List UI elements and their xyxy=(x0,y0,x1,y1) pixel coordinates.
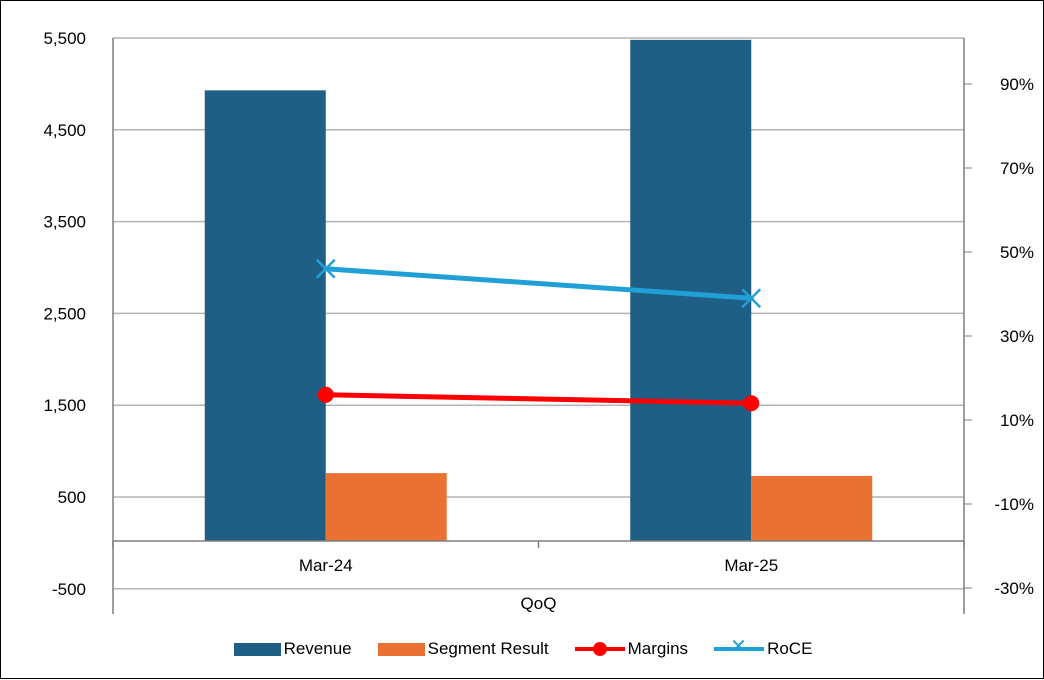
y-left-tick-label: 2,500 xyxy=(43,304,86,323)
point-margins xyxy=(743,395,760,412)
y-left-tick-label: 5,500 xyxy=(43,29,86,48)
bar-series xyxy=(204,39,873,542)
y-left-tick-label: 1,500 xyxy=(43,396,86,415)
y-right-tick-label: 70% xyxy=(1000,159,1034,178)
bar-revenue-mar-24 xyxy=(204,90,326,542)
y-left-tick-label: 4,500 xyxy=(43,121,86,140)
legend-swatch-roce: ✕ xyxy=(714,637,765,657)
y-left-tick-label: 3,500 xyxy=(43,213,86,232)
x-axis-title: QoQ xyxy=(521,594,557,613)
y-right-tick-label: 90% xyxy=(1000,75,1034,94)
legend-item-revenue: Revenue xyxy=(233,639,352,659)
legend-label-margins: Margins xyxy=(627,639,689,658)
y-right-tick-label: -30% xyxy=(994,579,1034,598)
legend-label-roce: RoCE xyxy=(767,639,813,658)
y-right-tick-label: -10% xyxy=(994,495,1034,514)
circle-marker-icon xyxy=(592,642,607,656)
legend-label-segment-result: Segment Result xyxy=(427,639,549,658)
line-series xyxy=(315,258,762,412)
y-left-tick-label: -500 xyxy=(52,580,86,599)
legend-item-roce: ✕ RoCE xyxy=(714,637,813,659)
legend-item-segment-result: Segment Result xyxy=(377,639,549,659)
bar-segment-result-mar-24 xyxy=(325,473,447,541)
y-left-tick-label: 500 xyxy=(58,488,86,507)
x-marker-icon: ✕ xyxy=(730,636,747,658)
y-right-tick-label: 30% xyxy=(1000,327,1034,346)
point-roce xyxy=(315,258,336,279)
point-margins xyxy=(317,386,334,403)
tick-labels: 5,500 4,500 3,500 2,500 1,500 500 -500 90% 70% 50… xyxy=(43,29,1034,613)
legend-swatch-margins xyxy=(574,641,625,657)
y-right-tick-label: 50% xyxy=(1000,243,1034,262)
legend-item-margins: Margins xyxy=(574,639,689,659)
line-roce xyxy=(323,266,754,301)
point-roce xyxy=(741,288,762,309)
legend: Revenue Segment Result Margins ✕ RoCE xyxy=(1,636,1044,662)
legend-swatch-revenue xyxy=(233,642,281,656)
x-tick-label: Mar-25 xyxy=(724,556,778,575)
legend-label-revenue: Revenue xyxy=(283,639,352,658)
axes xyxy=(112,38,972,614)
line-margins xyxy=(323,392,754,406)
bar-segment-result-mar-25 xyxy=(751,475,873,541)
x-tick-label: Mar-24 xyxy=(299,556,353,575)
y-right-tick-label: 10% xyxy=(1000,411,1034,430)
legend-swatch-segment-result xyxy=(377,642,425,656)
